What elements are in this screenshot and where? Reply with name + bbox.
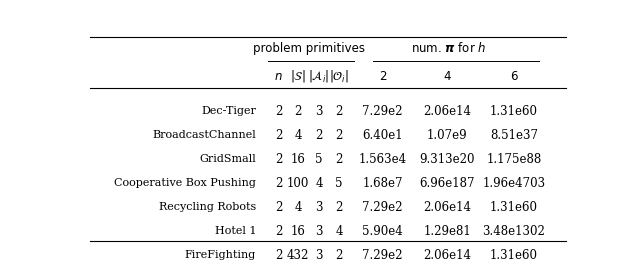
Text: $|\mathcal{A}_i|$: $|\mathcal{A}_i|$: [308, 68, 330, 84]
Text: 16: 16: [291, 225, 306, 238]
Text: Dec-Tiger: Dec-Tiger: [201, 106, 256, 116]
Text: 4: 4: [294, 129, 302, 142]
Text: 5.90e4: 5.90e4: [362, 225, 403, 238]
Text: 1.96e4703: 1.96e4703: [483, 177, 545, 190]
Text: 2.06e14: 2.06e14: [423, 105, 471, 118]
Text: $n$: $n$: [274, 70, 283, 83]
Text: 1.31e60: 1.31e60: [490, 105, 538, 118]
Text: 7.29e2: 7.29e2: [362, 105, 403, 118]
Text: 2.06e14: 2.06e14: [423, 201, 471, 214]
Text: 2: 2: [275, 249, 282, 262]
Text: 1.175e88: 1.175e88: [486, 153, 541, 166]
Text: 2: 2: [316, 129, 323, 142]
Text: 3: 3: [316, 105, 323, 118]
Text: 1.31e60: 1.31e60: [490, 201, 538, 214]
Text: Hotel 1: Hotel 1: [214, 226, 256, 236]
Text: 2: 2: [335, 201, 342, 214]
Text: 1.563e4: 1.563e4: [358, 153, 406, 166]
Text: problem primitives: problem primitives: [253, 42, 365, 55]
Text: 2: 2: [294, 105, 302, 118]
Text: 2: 2: [335, 129, 342, 142]
Text: 4: 4: [316, 177, 323, 190]
Text: 2: 2: [275, 105, 282, 118]
Text: 1.29e81: 1.29e81: [423, 225, 471, 238]
Text: 2: 2: [275, 153, 282, 166]
Text: BroadcastChannel: BroadcastChannel: [152, 130, 256, 140]
Text: 100: 100: [287, 177, 309, 190]
Text: $|\mathcal{S}|$: $|\mathcal{S}|$: [291, 68, 306, 84]
Text: 5: 5: [335, 177, 342, 190]
Text: 16: 16: [291, 153, 306, 166]
Text: 432: 432: [287, 249, 309, 262]
Text: 8.51e37: 8.51e37: [490, 129, 538, 142]
Text: 6: 6: [510, 70, 518, 83]
Text: GridSmall: GridSmall: [199, 155, 256, 165]
Text: 2: 2: [275, 177, 282, 190]
Text: Recycling Robots: Recycling Robots: [159, 202, 256, 212]
Text: 1.68e7: 1.68e7: [362, 177, 403, 190]
Text: 4: 4: [294, 201, 302, 214]
Text: 2: 2: [379, 70, 387, 83]
Text: 3: 3: [316, 201, 323, 214]
Text: 6.96e187: 6.96e187: [419, 177, 475, 190]
Text: 2: 2: [335, 105, 342, 118]
Text: num. $\boldsymbol{\pi}$ for $h$: num. $\boldsymbol{\pi}$ for $h$: [411, 41, 486, 55]
Text: 3.48e1302: 3.48e1302: [483, 225, 545, 238]
Text: 6.40e1: 6.40e1: [362, 129, 403, 142]
Text: 3: 3: [316, 225, 323, 238]
Text: 3: 3: [316, 249, 323, 262]
Text: 4: 4: [335, 225, 342, 238]
Text: 2.06e14: 2.06e14: [423, 249, 471, 262]
Text: 7.29e2: 7.29e2: [362, 249, 403, 262]
Text: FireFighting: FireFighting: [185, 250, 256, 260]
Text: 5: 5: [316, 153, 323, 166]
Text: 2: 2: [275, 129, 282, 142]
Text: 2: 2: [335, 153, 342, 166]
Text: 2: 2: [275, 201, 282, 214]
Text: $|\mathcal{O}_i|$: $|\mathcal{O}_i|$: [329, 68, 349, 84]
Text: 7.29e2: 7.29e2: [362, 201, 403, 214]
Text: 1.31e60: 1.31e60: [490, 249, 538, 262]
Text: 9.313e20: 9.313e20: [419, 153, 475, 166]
Text: 1.07e9: 1.07e9: [427, 129, 467, 142]
Text: Cooperative Box Pushing: Cooperative Box Pushing: [114, 178, 256, 188]
Text: 2: 2: [335, 249, 342, 262]
Text: 4: 4: [444, 70, 451, 83]
Text: 2: 2: [275, 225, 282, 238]
